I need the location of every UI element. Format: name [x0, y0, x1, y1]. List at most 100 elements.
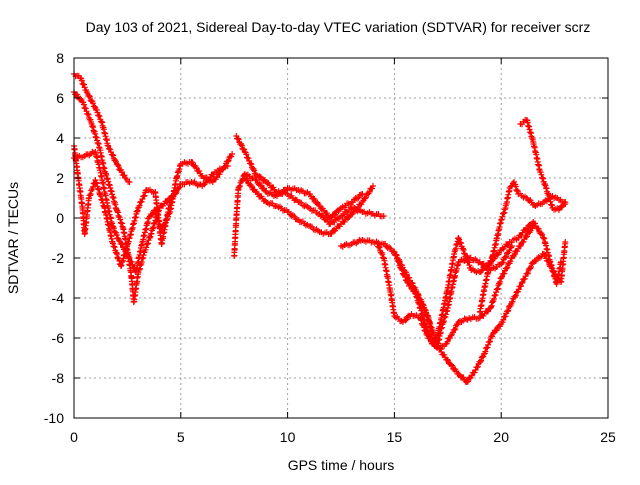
data-point-run — [445, 253, 457, 291]
y-tick-label: -6 — [52, 330, 65, 346]
data-point-run — [253, 172, 268, 184]
series-track-c — [71, 148, 236, 275]
data-point — [558, 259, 564, 265]
data-point-run — [233, 186, 242, 219]
data-point-run — [410, 312, 422, 321]
data-point-run — [449, 321, 461, 336]
y-tick-label: 0 — [56, 210, 64, 226]
data-point-run — [432, 316, 444, 348]
data-point-run — [307, 223, 322, 234]
tick-labels: 0 5 10 15 20 25 -10 -8 -6 -4 -2 0 2 4 6 8 — [44, 50, 616, 445]
data-point-run — [543, 185, 555, 209]
data-point — [498, 275, 505, 281]
data-point — [122, 175, 129, 181]
data-point-run — [307, 191, 322, 208]
data-point — [126, 179, 133, 185]
data-point-run — [75, 175, 86, 210]
series-track-e — [231, 171, 366, 259]
x-tick-label: 10 — [280, 429, 296, 445]
x-axis-label: GPS time / hours — [288, 457, 395, 473]
data-point-run — [296, 199, 311, 210]
data-point-run — [110, 223, 122, 242]
data-point-run — [200, 171, 217, 188]
data-point-run — [443, 332, 455, 347]
data-point-run — [107, 187, 120, 212]
data-point-run — [507, 180, 516, 190]
data-point-run — [253, 189, 269, 204]
y-tick-label: -10 — [44, 410, 64, 426]
data-point-run — [72, 72, 82, 80]
data-point-run — [402, 269, 418, 292]
data-point-run — [105, 145, 119, 165]
data-point-run — [339, 200, 354, 211]
data-point-run — [84, 90, 98, 110]
data-point-run — [413, 293, 425, 317]
data-point-run — [490, 235, 500, 258]
data-point-run — [534, 200, 546, 208]
data-point-run — [371, 211, 385, 220]
data-point-run — [490, 322, 504, 336]
data-point-run — [509, 280, 525, 305]
data-point-run — [296, 218, 311, 229]
data-point — [229, 151, 236, 157]
data-point-run — [328, 206, 343, 220]
data-point-run — [71, 145, 82, 181]
data-point-run — [339, 240, 353, 250]
data-point-run — [110, 240, 124, 268]
data-point-run — [114, 161, 128, 179]
data-point-run — [275, 203, 290, 214]
data-point-run — [502, 187, 513, 209]
data-point — [105, 143, 112, 149]
data-point-run — [499, 241, 512, 252]
data-point-run — [127, 207, 141, 239]
data-point-run — [234, 135, 248, 153]
data-point-run — [242, 177, 258, 193]
y-axis-label: SDTVAR / TECUs — [5, 182, 21, 294]
data-point-run — [520, 260, 536, 283]
data-point-run — [465, 369, 478, 385]
data-point — [115, 237, 122, 243]
data-point-run — [243, 171, 257, 182]
data-point-run — [99, 119, 111, 149]
data-point-run — [470, 266, 482, 276]
data-point-run — [189, 159, 205, 179]
data-point-run — [419, 311, 432, 335]
data-point-run — [481, 333, 495, 357]
data-point-run — [426, 332, 438, 347]
data-point — [380, 213, 387, 219]
data-point-run — [114, 208, 126, 230]
data-point-run — [531, 220, 546, 241]
data-point-run — [135, 187, 149, 211]
grid — [74, 58, 608, 418]
data-point-run — [457, 315, 471, 325]
data-point-run — [81, 195, 92, 236]
y-tick-label: 8 — [56, 50, 64, 66]
y-tick-label: -8 — [52, 370, 65, 386]
chart-title: Day 103 of 2021, Sidereal Day-to-day VTE… — [86, 19, 591, 35]
data-point-run — [445, 277, 457, 309]
data-point-run — [392, 251, 408, 274]
data-point — [562, 199, 569, 205]
y-tick-label: -2 — [52, 250, 65, 266]
data-point-run — [541, 235, 553, 265]
data-point-run — [499, 244, 515, 266]
data-point-run — [133, 241, 145, 273]
data-point-run — [80, 99, 94, 123]
data-point-run — [328, 223, 343, 237]
data-point-run — [83, 148, 97, 159]
x-tick-label: 0 — [70, 429, 78, 445]
data-point-run — [360, 185, 376, 204]
data-point-run — [537, 169, 549, 189]
data-point-run — [467, 314, 482, 323]
data-point — [370, 183, 376, 189]
data-point-run — [167, 181, 183, 203]
data-point-run — [498, 300, 515, 326]
data-point-run — [499, 255, 515, 280]
data-point-run — [509, 239, 525, 260]
x-tick-label: 20 — [493, 429, 509, 445]
data-point-run — [174, 162, 184, 180]
series-track-d — [71, 143, 231, 269]
data-points — [71, 71, 569, 385]
data-point-run — [381, 255, 393, 292]
data-point-run — [498, 206, 508, 223]
